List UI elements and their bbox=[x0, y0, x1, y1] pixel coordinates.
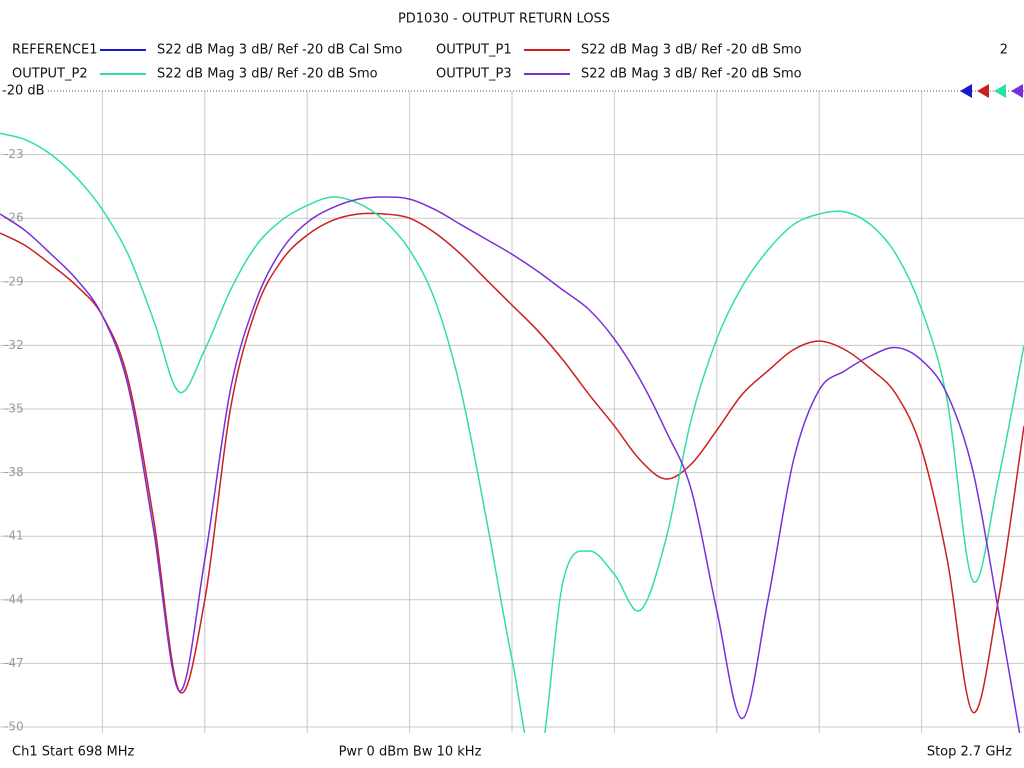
y-tick-label: -29 bbox=[4, 274, 24, 288]
legend-description: S22 dB Mag 3 dB/ Ref -20 dB Smo bbox=[157, 67, 378, 82]
footer-power: Pwr 0 dBm Bw 10 kHz bbox=[339, 745, 482, 760]
trace-line bbox=[0, 196, 1021, 733]
reference-label-bg bbox=[0, 82, 46, 98]
footer-start: Ch1 Start 698 MHz bbox=[12, 745, 135, 760]
trace-count: 2 bbox=[1000, 43, 1008, 58]
y-tick-label: -50 bbox=[4, 720, 24, 734]
legend-description: S22 dB Mag 3 dB/ Ref -20 dB Cal Smo bbox=[157, 43, 402, 58]
legend-label: OUTPUT_P1 bbox=[436, 43, 512, 58]
y-tick-label: -26 bbox=[4, 211, 24, 225]
trace-marker bbox=[977, 84, 989, 98]
y-tick-label: -41 bbox=[4, 529, 24, 543]
plot-area bbox=[0, 132, 1024, 733]
y-tick-label: -35 bbox=[4, 402, 24, 416]
trace-marker bbox=[994, 84, 1006, 98]
trace-line bbox=[0, 132, 1024, 733]
legend-description: S22 dB Mag 3 dB/ Ref -20 dB Smo bbox=[581, 67, 802, 82]
legend-label: OUTPUT_P2 bbox=[12, 67, 88, 82]
reference-label: -20 dB bbox=[2, 84, 45, 99]
y-tick-label: -32 bbox=[4, 338, 24, 352]
legend-label: OUTPUT_P3 bbox=[436, 67, 512, 82]
chart-title: PD1030 - OUTPUT RETURN LOSS bbox=[398, 12, 610, 27]
legend-description: S22 dB Mag 3 dB/ Ref -20 dB Smo bbox=[581, 43, 802, 58]
y-tick-label: -47 bbox=[4, 656, 24, 670]
y-tick-label: -44 bbox=[4, 592, 24, 606]
y-tick-label: -38 bbox=[4, 465, 24, 479]
footer-stop: Stop 2.7 GHz bbox=[927, 745, 1012, 760]
legend-label: REFERENCE1 bbox=[12, 43, 97, 58]
trace-line bbox=[0, 212, 1024, 714]
trace-marker bbox=[960, 84, 972, 98]
y-tick-label: -23 bbox=[4, 147, 24, 161]
trace-marker bbox=[1011, 84, 1023, 98]
